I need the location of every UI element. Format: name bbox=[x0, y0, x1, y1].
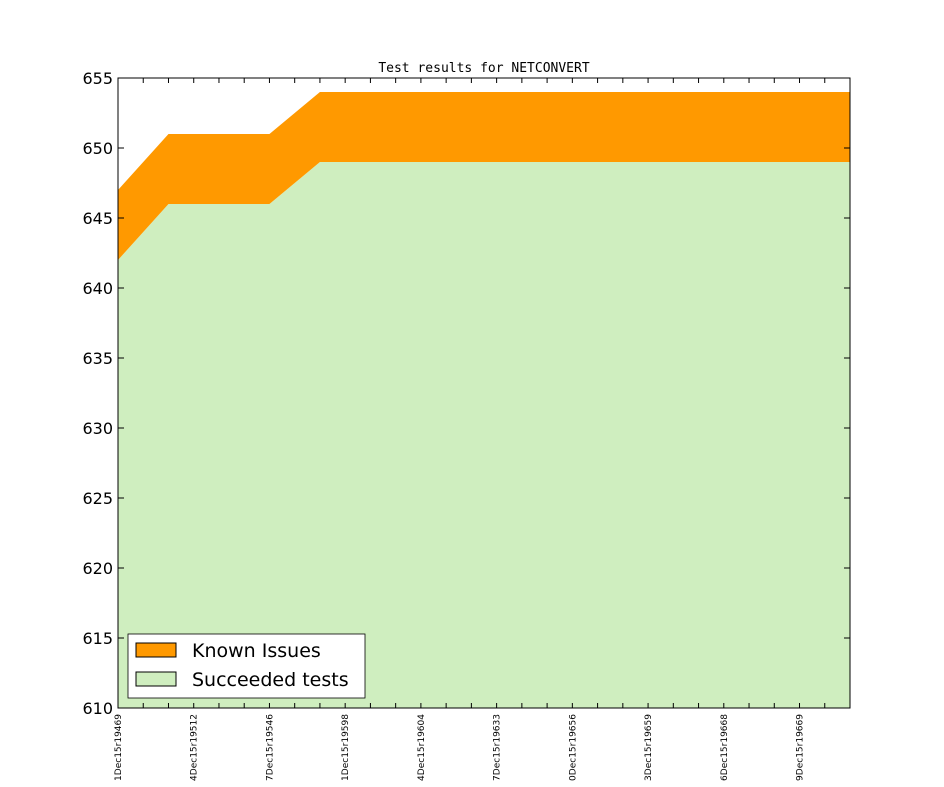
x-tick-label: 1Dec15r19598 bbox=[341, 714, 351, 781]
x-tick-label: 4Dec15r19604 bbox=[417, 714, 427, 781]
x-tick-label: 7Dec15r19633 bbox=[493, 714, 503, 781]
x-tick-label: 0Dec15r19656 bbox=[568, 714, 578, 781]
y-tick-label: 620 bbox=[82, 559, 113, 578]
y-tick-label: 650 bbox=[82, 139, 113, 158]
x-tick-label: 9Dec15r19669 bbox=[796, 714, 806, 781]
x-tick-label: 4Dec15r19512 bbox=[190, 714, 200, 781]
area-known-issues bbox=[118, 92, 850, 260]
x-tick-label: 3Dec15r19659 bbox=[644, 714, 654, 781]
x-tick-label: 6Dec15r19668 bbox=[720, 714, 730, 781]
plot-frame bbox=[117, 77, 851, 709]
legend: Known Issues Succeeded tests bbox=[127, 633, 366, 699]
y-tick-label: 645 bbox=[82, 209, 113, 228]
y-tick-label: 630 bbox=[82, 419, 113, 438]
y-tick-label: 615 bbox=[82, 629, 113, 648]
plot-areas bbox=[118, 92, 850, 708]
y-axis: 610 615 620 625 630 635 640 645 650 655 bbox=[82, 69, 850, 718]
x-tick-label: 1Dec15r19469 bbox=[114, 714, 124, 781]
x-tick-label: 7Dec15r19546 bbox=[265, 714, 275, 781]
legend-label: Known Issues bbox=[192, 640, 321, 662]
y-tick-label: 635 bbox=[82, 349, 113, 368]
legend-swatch bbox=[135, 642, 177, 658]
y-tick-label: 610 bbox=[82, 699, 113, 718]
y-tick-label: 625 bbox=[82, 489, 113, 508]
legend-swatch bbox=[135, 671, 177, 687]
y-tick-label: 640 bbox=[82, 279, 113, 298]
y-tick-label: 655 bbox=[82, 69, 113, 88]
area-succeeded-tests bbox=[118, 162, 850, 708]
legend-label: Succeeded tests bbox=[192, 669, 349, 691]
x-axis: 1Dec15r19469 4Dec15r19512 7Dec15r19546 1Dec… bbox=[114, 78, 851, 781]
chart-title: Test results for NETCONVERT bbox=[378, 61, 589, 76]
